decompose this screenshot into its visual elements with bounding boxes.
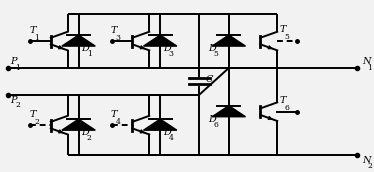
Text: P: P: [10, 57, 16, 66]
Polygon shape: [62, 119, 95, 130]
Text: 2: 2: [87, 134, 92, 142]
Text: D: D: [163, 128, 171, 137]
Text: D: D: [208, 115, 216, 124]
Text: 1: 1: [368, 64, 373, 72]
Text: D: D: [82, 44, 89, 53]
Text: 1: 1: [34, 34, 39, 42]
Text: D: D: [208, 44, 216, 53]
Polygon shape: [144, 35, 177, 46]
Text: 6: 6: [285, 104, 290, 112]
Text: 3: 3: [116, 34, 121, 42]
Polygon shape: [144, 119, 177, 130]
Text: N: N: [362, 156, 371, 165]
Text: 3: 3: [168, 50, 174, 58]
Text: 2: 2: [15, 101, 20, 109]
Text: N: N: [362, 57, 371, 66]
Text: 6: 6: [214, 121, 218, 129]
Polygon shape: [212, 35, 245, 46]
Text: D: D: [82, 128, 89, 137]
Text: 1: 1: [15, 64, 20, 72]
Text: T: T: [280, 25, 286, 35]
Text: 4: 4: [116, 118, 121, 126]
Text: 5: 5: [214, 50, 218, 58]
Text: D: D: [163, 44, 171, 53]
Text: 5: 5: [285, 33, 290, 41]
Polygon shape: [212, 106, 245, 117]
Text: T: T: [29, 26, 36, 35]
Text: 2: 2: [34, 118, 39, 126]
Text: 1: 1: [87, 50, 92, 58]
Text: T: T: [111, 26, 117, 35]
Text: P: P: [10, 96, 16, 105]
Text: T: T: [280, 96, 286, 105]
Text: C: C: [206, 75, 213, 84]
Polygon shape: [62, 35, 95, 46]
Text: 2: 2: [368, 162, 373, 170]
Text: 4: 4: [168, 134, 173, 142]
Text: T: T: [29, 110, 36, 119]
Text: T: T: [111, 110, 117, 119]
